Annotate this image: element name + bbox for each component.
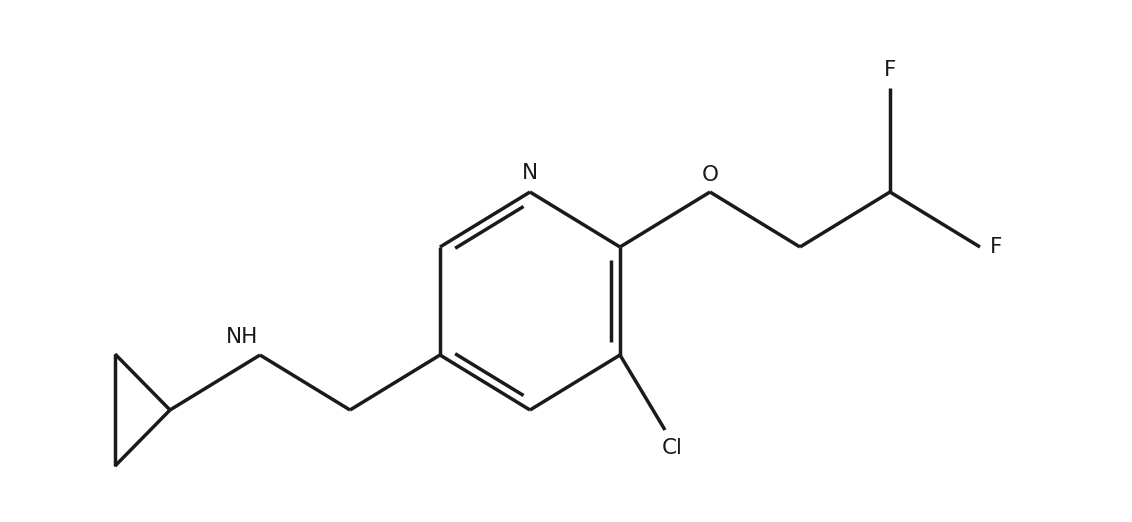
Text: Cl: Cl — [661, 438, 683, 458]
Text: O: O — [702, 165, 719, 185]
Text: NH: NH — [225, 327, 258, 347]
Text: F: F — [884, 60, 897, 80]
Text: N: N — [522, 163, 538, 183]
Text: F: F — [990, 237, 1002, 257]
